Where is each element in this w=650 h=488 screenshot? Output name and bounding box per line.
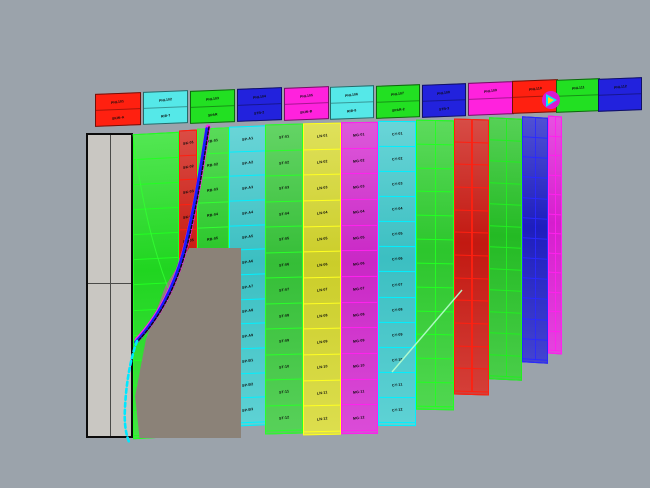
orientation-triad [542,91,560,109]
spar-curve-blue [134,127,209,344]
spar-curve-black [137,126,210,342]
mesh-edge-line-left [132,133,169,289]
left-reference-panel[interactable] [86,133,133,438]
mesh-edge-line-diagonal [391,289,463,373]
spar-curve-magenta [134,124,211,343]
boundary-curve-cyan [123,339,139,444]
panel-vertical-divider [110,135,111,436]
panel-horizontal-divider [88,283,131,284]
